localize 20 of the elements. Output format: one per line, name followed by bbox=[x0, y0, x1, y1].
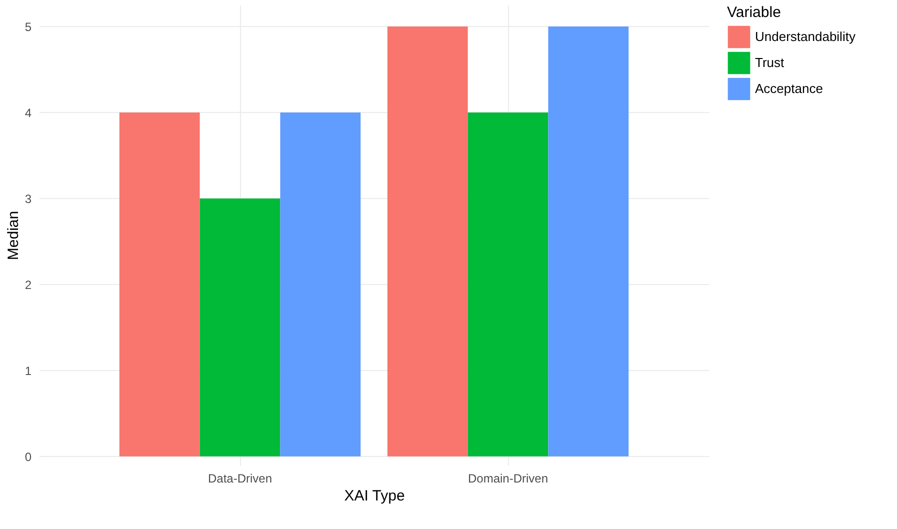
y-tick-label: 4 bbox=[24, 106, 32, 120]
y-tick-label: 1 bbox=[24, 364, 32, 378]
legend-label: Trust bbox=[755, 55, 785, 70]
y-axis-title: Median bbox=[4, 210, 22, 260]
bar bbox=[119, 112, 200, 456]
y-tick-label: 0 bbox=[24, 450, 32, 464]
bar bbox=[548, 26, 629, 456]
legend-label: Understandability bbox=[755, 29, 856, 44]
x-axis-title: XAI Type bbox=[344, 488, 405, 504]
bar bbox=[280, 112, 361, 456]
bar bbox=[387, 26, 468, 456]
x-tick-label: Domain-Driven bbox=[468, 472, 548, 486]
bar bbox=[468, 112, 548, 456]
legend-label: Acceptance bbox=[755, 81, 823, 96]
y-tick-label: 2 bbox=[24, 278, 32, 292]
y-tick-label: 3 bbox=[24, 192, 32, 206]
bar bbox=[200, 198, 280, 456]
legend-title: Variable bbox=[727, 4, 781, 21]
x-tick-label: Data-Driven bbox=[208, 472, 272, 486]
y-tick-label: 5 bbox=[24, 20, 32, 34]
